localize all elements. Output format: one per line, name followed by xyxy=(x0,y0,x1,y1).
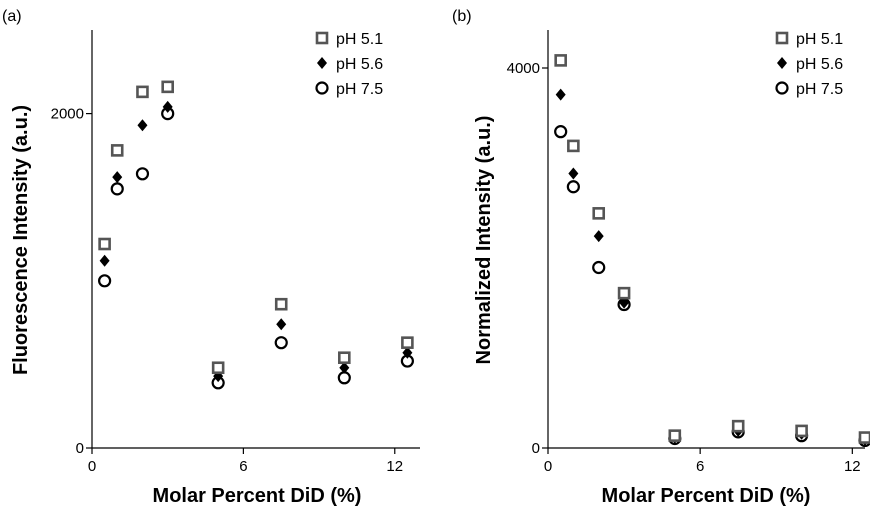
data-point-square xyxy=(617,286,631,300)
data-point-circle xyxy=(135,167,150,181)
legend-a: pH 5.1 pH 5.6 pH 7.5 xyxy=(315,31,383,98)
data-point-diamond xyxy=(99,254,110,267)
data-point-diamond xyxy=(276,318,287,331)
data-point-diamond xyxy=(619,296,630,309)
legend-marker-circle xyxy=(315,81,329,95)
x-axis-title-b: Molar Percent DiD (%) xyxy=(602,485,811,507)
legend-marker-diamond xyxy=(777,57,787,69)
data-point-square xyxy=(731,419,745,433)
y-axis-title-b: Normalized Intensity (a.u.) xyxy=(473,116,495,365)
legend-label: pH 5.6 xyxy=(336,56,383,73)
data-point-circle xyxy=(98,274,112,288)
data-point-diamond xyxy=(137,119,148,132)
data-point-circle xyxy=(566,180,580,194)
data-point-diamond xyxy=(339,361,350,374)
x-tick-label-a: 6 xyxy=(239,458,247,475)
data-point-square xyxy=(161,80,174,94)
data-point-circle xyxy=(554,125,568,139)
legend-marker-circle xyxy=(775,81,789,95)
legend-label: pH 5.1 xyxy=(796,31,843,48)
data-point-square xyxy=(401,336,414,349)
data-point-diamond xyxy=(555,88,566,101)
panel-b: (b) Molar Percent DiD (%) Normalized Int… xyxy=(452,8,870,507)
panel-a: (a) Molar Percent DiD (%) Fluorescence I… xyxy=(2,8,420,507)
data-point-square xyxy=(110,144,124,157)
panel-label-b: (b) xyxy=(452,8,472,25)
marks-b xyxy=(554,54,870,447)
y-axis-title-a: Fluorescence Intensity (a.u.) xyxy=(10,105,32,375)
data-point-square xyxy=(668,429,682,442)
data-point-diamond xyxy=(568,167,579,180)
x-axis-title-a: Molar Percent DiD (%) xyxy=(153,485,362,507)
panel-label-a: (a) xyxy=(2,8,22,25)
data-point-square xyxy=(795,424,808,438)
ticks-a: 0 6 12 0 2000 xyxy=(51,106,403,475)
data-point-square xyxy=(136,85,149,99)
x-tick-label-a: 0 xyxy=(88,458,96,475)
data-point-square xyxy=(211,361,225,375)
data-point-square xyxy=(274,297,288,311)
data-point-square xyxy=(858,431,870,444)
data-point-diamond xyxy=(593,230,604,243)
data-point-diamond xyxy=(162,100,173,113)
data-point-square xyxy=(554,54,567,67)
legend-b: pH 5.1 pH 5.6 pH 7.5 xyxy=(775,31,843,98)
data-point-square xyxy=(338,351,351,365)
legend-marker-diamond xyxy=(317,57,327,69)
data-point-square xyxy=(567,139,580,153)
data-point-square xyxy=(98,237,111,251)
data-point-circle xyxy=(274,336,288,350)
legend-label: pH 7.5 xyxy=(336,81,383,98)
legend-marker-square xyxy=(775,31,789,45)
y-tick-label-b: 0 xyxy=(532,440,540,457)
data-point-diamond xyxy=(402,346,413,359)
data-point-diamond xyxy=(112,171,123,184)
x-tick-label-a: 12 xyxy=(386,458,403,475)
y-tick-label-a: 0 xyxy=(76,440,84,457)
data-point-circle xyxy=(110,182,124,196)
y-tick-label-a: 2000 xyxy=(51,106,84,123)
x-tick-label-b: 6 xyxy=(696,458,704,475)
data-point-circle xyxy=(592,260,606,275)
x-tick-label-b: 0 xyxy=(544,458,552,475)
legend-label: pH 5.1 xyxy=(336,31,383,48)
ticks-b: 0 6 12 0 4000 xyxy=(507,60,861,475)
y-tick-label-b: 4000 xyxy=(507,60,540,77)
legend-label: pH 7.5 xyxy=(796,81,843,98)
legend-marker-square xyxy=(315,31,329,45)
x-tick-label-b: 12 xyxy=(844,458,861,475)
legend-label: pH 5.6 xyxy=(796,56,843,73)
data-point-circle xyxy=(337,371,351,385)
marks-a xyxy=(98,80,414,390)
data-point-square xyxy=(592,207,606,220)
